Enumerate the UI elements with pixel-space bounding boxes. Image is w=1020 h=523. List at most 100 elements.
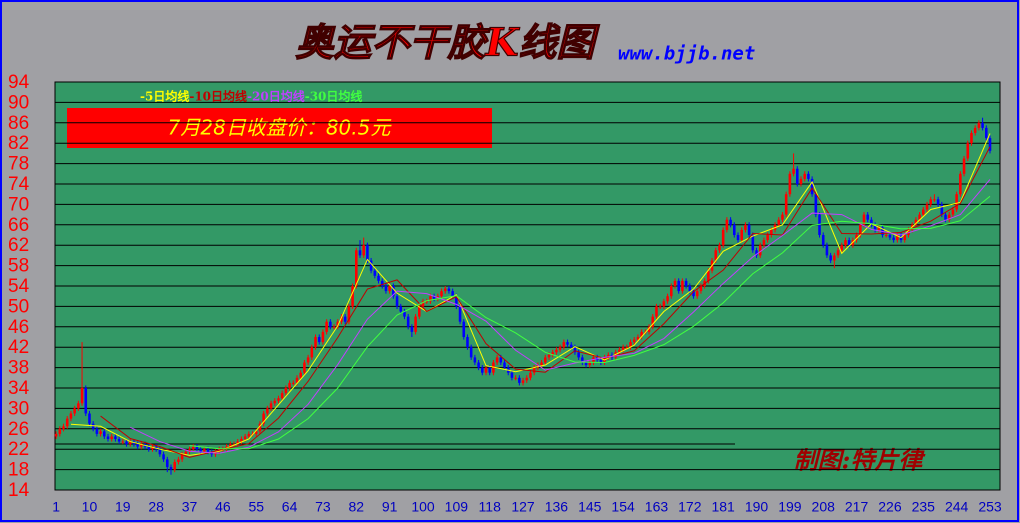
candle-body (740, 229, 743, 241)
candle-body (762, 240, 766, 246)
legend-entry: -30日均线 (305, 89, 363, 104)
candle-body (803, 173, 806, 179)
candle-body (640, 331, 643, 337)
x-tick-label: 199 (778, 499, 802, 515)
candle-body (503, 362, 506, 368)
candle-body (136, 444, 139, 447)
moving-average-line (100, 146, 991, 458)
candle-body (295, 377, 299, 383)
candle-body (981, 122, 984, 128)
candle-body (951, 209, 955, 215)
candle-body (99, 431, 102, 434)
legend-entry: -20日均线 (247, 89, 305, 104)
candle-body (162, 454, 165, 460)
y-tick-label: 62 (8, 235, 29, 256)
candle-body (384, 286, 388, 292)
y-tick-label: 70 (8, 194, 29, 215)
candle-body (655, 306, 658, 317)
candle-body (714, 250, 718, 261)
candle-body (102, 431, 106, 437)
candle-body (888, 235, 892, 238)
candle-body (169, 467, 173, 470)
candle-body (362, 245, 365, 256)
marks (54, 117, 992, 475)
candle-body (354, 250, 358, 286)
candle-body (499, 357, 503, 363)
candle-body (847, 240, 851, 246)
chart-subtitle: www.bjjb.net (618, 43, 755, 65)
candle-body (795, 168, 799, 184)
x-tick-label: 208 (812, 499, 836, 515)
y-tick-label: 34 (8, 378, 30, 399)
x-tick-label: 136 (545, 499, 569, 515)
candle-body (744, 224, 747, 230)
candle-body (529, 372, 532, 378)
candle-body (466, 337, 469, 348)
candle-body (732, 224, 736, 235)
y-tick-label: 58 (8, 256, 29, 277)
candle-body (858, 224, 862, 235)
candle-body (558, 347, 562, 350)
candle-body (477, 362, 480, 368)
y-tick-label: 94 (8, 72, 30, 93)
candle-body (736, 235, 740, 241)
grid: 1418222630343842465054586266707478828690… (8, 72, 1002, 515)
candle-body (681, 280, 684, 292)
candle-body (718, 245, 721, 251)
candle-body (584, 362, 588, 366)
candle-body (599, 359, 603, 363)
candle-body (395, 296, 399, 307)
x-tick-label: 118 (479, 499, 502, 515)
candle-body (625, 347, 629, 349)
candle-body (825, 245, 829, 256)
candle-body (814, 194, 818, 215)
price-annotation: 7月28日收盘价：80.5元 (168, 116, 393, 140)
y-tick-label: 26 (8, 419, 29, 440)
candle-body (532, 367, 536, 373)
candle-body (799, 178, 803, 184)
candle-body (158, 449, 162, 455)
candle-body (88, 413, 91, 424)
candle-body (777, 219, 781, 225)
x-tick-label: 73 (315, 499, 331, 515)
candle-body (618, 349, 621, 353)
candle-body (165, 459, 169, 468)
candle-body (273, 400, 277, 404)
y-tick-label: 50 (8, 296, 29, 317)
y-tick-label: 14 (8, 480, 30, 501)
candle-body (555, 349, 558, 353)
x-tick-label: 244 (945, 499, 969, 515)
candle-body (569, 344, 573, 348)
legend: -5日均线 -10日均线 -20日均线 -30日均线 (140, 89, 362, 104)
candle-body (480, 367, 484, 373)
candle-body (458, 306, 462, 322)
candle-body (684, 280, 688, 286)
candle-body (332, 326, 336, 328)
candle-body (410, 326, 414, 332)
candle-body (443, 288, 447, 292)
candle-body (988, 138, 992, 151)
candle-body (669, 286, 673, 297)
candle-body (573, 347, 577, 353)
candle-body (514, 377, 517, 379)
candle-body (199, 449, 202, 452)
x-tick-label: 226 (878, 499, 902, 515)
candle-body (677, 280, 680, 292)
candle-body (291, 382, 295, 384)
candle-body (173, 461, 176, 470)
candle-body (321, 331, 325, 343)
y-tick-label: 78 (8, 154, 29, 175)
candle-body (540, 362, 543, 366)
candle-body (414, 316, 417, 332)
candle-body (269, 403, 273, 409)
candle-body (299, 372, 302, 378)
candle-body (725, 219, 729, 230)
candle-body (840, 245, 844, 251)
candle-body (673, 280, 677, 286)
candle-body (566, 342, 569, 345)
x-tick-label: 154 (611, 499, 635, 515)
candle-body (984, 127, 988, 139)
candle-body (421, 301, 425, 307)
